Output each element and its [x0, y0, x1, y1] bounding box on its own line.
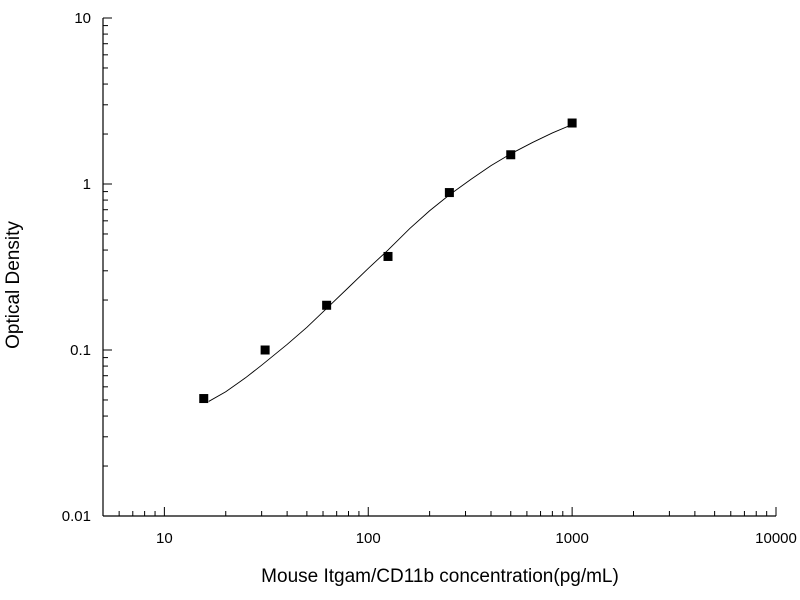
data-point: [322, 300, 332, 310]
y-tick-labels: 0.01 0.1 1 10: [62, 10, 91, 525]
x-tick-label: 100: [356, 530, 381, 547]
data-point: [444, 188, 454, 198]
data-point: [260, 345, 270, 355]
x-axis-title: Mouse Itgam/CD11b concentration(pg/mL): [261, 566, 619, 587]
data-point: [506, 150, 516, 160]
data-point: [199, 394, 209, 404]
y-tick-label: 0.1: [70, 342, 91, 359]
x-tick-label: 1000: [555, 530, 588, 547]
y-ticks: [103, 17, 112, 517]
x-tick-label: 10000: [755, 530, 797, 547]
x-tick-labels: 10 100 1000 10000: [156, 530, 797, 547]
data-point: [383, 251, 393, 261]
fit-curve: [208, 124, 573, 402]
y-tick-label: 1: [83, 176, 91, 193]
y-axis-title: Optical Density: [3, 221, 24, 349]
y-tick-label: 0.01: [62, 508, 91, 525]
x-tick-label: 10: [156, 530, 173, 547]
y-tick-label: 10: [74, 10, 91, 27]
data-points: [199, 118, 577, 404]
data-point: [567, 118, 577, 128]
plot-frame: [102, 18, 776, 517]
x-ticks: [102, 507, 777, 516]
